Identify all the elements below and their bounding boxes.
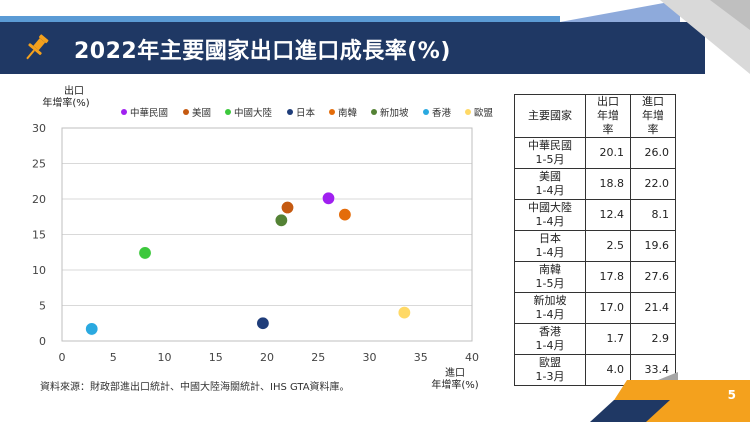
x-tick-label: 35 — [414, 351, 428, 364]
legend-marker — [329, 109, 335, 115]
x-tick-label: 40 — [465, 351, 479, 364]
header-notch-decoration — [560, 0, 680, 22]
x-axis-label-line2: 年增率(%) — [431, 378, 478, 391]
legend-label: 美國 — [192, 107, 211, 119]
x-axis-label-line1: 進口 — [445, 367, 465, 379]
x-tick-label: 15 — [209, 351, 223, 364]
table-cell-country: 中國大陸 1-4月 — [514, 199, 586, 231]
data-point — [256, 316, 270, 330]
legend-label: 南韓 — [338, 107, 358, 119]
y-tick-label: 20 — [32, 193, 46, 206]
table-cell-country: 香港 1-4月 — [514, 323, 586, 355]
table-cell-country: 新加坡 1-4月 — [514, 292, 586, 324]
y-axis-label-line2: 年增率(%) — [42, 96, 89, 109]
table-header-import-text: 進口 年增率 — [642, 95, 664, 136]
x-tick-label: 0 — [59, 351, 66, 364]
table-row: 日本 1-4月 2.5 19.6 — [514, 230, 676, 262]
table-body: 中華民國 1-5月 20.1 26.0 美國 1-4月 18.8 22.0 中國大陸 1-4月 12… — [514, 137, 676, 386]
table-cell-export: 17.0 — [585, 292, 631, 324]
table-cell-country: 中華民國 1-5月 — [514, 137, 586, 169]
table-cell-export: 20.1 — [585, 137, 631, 169]
data-point — [274, 213, 288, 227]
y-tick-label: 30 — [32, 122, 46, 135]
table-cell-country: 日本 1-4月 — [514, 230, 586, 262]
source-note: 資料來源：財政部進出口統計、中國大陸海關統計、IHS GTA資料庫。 — [40, 382, 350, 393]
data-point — [85, 322, 99, 336]
table-cell-import: 22.0 — [630, 168, 676, 200]
legend-marker — [183, 109, 189, 115]
x-tick-label: 25 — [311, 351, 325, 364]
scatter-chart: 0 5 10 15 20 25 30 0 5 10 15 20 25 30 35 40 出口 年增率(%) 進口 年增… — [0, 80, 505, 400]
table-header-country: 主要國家 — [514, 94, 586, 138]
table-header-export-text: 出口 年增率 — [597, 95, 619, 136]
y-tick-label: 5 — [39, 300, 46, 313]
table-cell-country: 南韓 1-5月 — [514, 261, 586, 293]
table-row: 香港 1-4月 1.7 2.9 — [514, 323, 676, 355]
table-cell-import: 19.6 — [630, 230, 676, 262]
legend-label: 香港 — [432, 107, 452, 119]
legend-marker — [121, 109, 127, 115]
legend-marker — [371, 109, 377, 115]
legend-marker — [465, 109, 471, 115]
table-row: 美國 1-4月 18.8 22.0 — [514, 168, 676, 200]
header-band — [0, 22, 705, 74]
y-tick-label: 0 — [39, 335, 46, 348]
table-cell-country: 美國 1-4月 — [514, 168, 586, 200]
table-cell-import: 8.1 — [630, 199, 676, 231]
table-cell-import: 21.4 — [630, 292, 676, 324]
table-cell-export: 4.0 — [585, 354, 631, 386]
table-cell-import: 2.9 — [630, 323, 676, 355]
legend-marker — [287, 109, 293, 115]
table-cell-export: 2.5 — [585, 230, 631, 262]
y-tick-label: 25 — [32, 158, 46, 171]
y-tick-label: 10 — [32, 264, 46, 277]
table-row: 中國大陸 1-4月 12.4 8.1 — [514, 199, 676, 231]
legend-label: 日本 — [296, 107, 316, 119]
legend-label: 中華民國 — [130, 107, 168, 119]
pushpin-icon — [14, 26, 58, 70]
legend-label: 新加坡 — [380, 107, 409, 119]
growth-rate-table: 主要國家 出口 年增率 進口 年增率 中華民國 1-5月 20.1 26.0 美國 1-4月 1… — [514, 94, 676, 386]
data-point — [338, 208, 352, 222]
plot-frame — [61, 127, 473, 342]
data-point — [321, 191, 335, 205]
y-axis-label-line1: 出口 — [64, 84, 84, 97]
legend-marker — [225, 109, 231, 115]
table-row: 中華民國 1-5月 20.1 26.0 — [514, 137, 676, 169]
table-cell-import: 26.0 — [630, 137, 676, 169]
data-point — [138, 246, 152, 260]
footer-dark-decoration — [590, 400, 670, 422]
table-cell-export: 18.8 — [585, 168, 631, 200]
table-header-row: 主要國家 出口 年增率 進口 年增率 — [514, 94, 676, 138]
x-tick-label: 10 — [158, 351, 172, 364]
table-cell-export: 17.8 — [585, 261, 631, 293]
table-row: 新加坡 1-4月 17.0 21.4 — [514, 292, 676, 324]
legend-marker — [423, 109, 429, 115]
page-number: 5 — [727, 388, 736, 402]
data-point — [280, 201, 294, 215]
header-ribbon — [0, 16, 560, 24]
data-point — [397, 306, 411, 320]
x-tick-label: 5 — [110, 351, 117, 364]
y-tick-label: 15 — [32, 229, 46, 242]
table-row: 南韓 1-5月 17.8 27.6 — [514, 261, 676, 293]
table-header-import: 進口 年增率 — [630, 94, 676, 138]
corner-decoration-inner — [710, 0, 750, 30]
table-cell-country: 歐盟 1-3月 — [514, 354, 586, 386]
page-title: 2022年主要國家出口進口成長率(%) — [74, 39, 451, 64]
table-cell-import: 27.6 — [630, 261, 676, 293]
legend-label: 中國大陸 — [234, 107, 273, 119]
legend-label: 歐盟 — [474, 107, 494, 119]
table-cell-export: 1.7 — [585, 323, 631, 355]
x-tick-label: 30 — [363, 351, 377, 364]
table-cell-export: 12.4 — [585, 199, 631, 231]
x-tick-label: 20 — [260, 351, 274, 364]
table-header-export: 出口 年增率 — [585, 94, 631, 138]
